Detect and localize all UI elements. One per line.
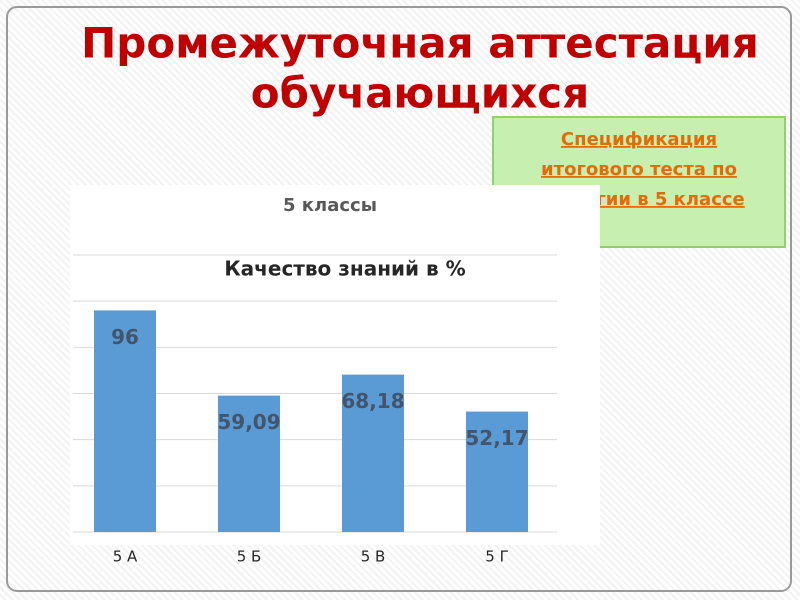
x-tick-label: 5 А	[113, 548, 138, 566]
link-text[interactable]: итогового теста по	[541, 159, 737, 180]
chart-title: 5 классы	[283, 195, 377, 216]
data-label: 59,09	[217, 410, 280, 434]
x-tick-label: 5 Б	[237, 548, 262, 566]
bar	[342, 374, 404, 532]
link-text[interactable]: Спецификация	[561, 129, 717, 150]
data-label: 68,18	[341, 389, 404, 413]
bar	[218, 395, 280, 532]
slide-title: Промежуточная аттестация	[81, 19, 759, 68]
slide-frame	[6, 6, 792, 592]
bar	[94, 310, 156, 532]
x-tick-label: 5 В	[361, 548, 386, 566]
data-label: 96	[111, 325, 139, 349]
slide-title: обучающихся	[251, 69, 589, 118]
chart-subtitle: Качество знаний в %	[224, 257, 465, 281]
data-label: 52,17	[465, 426, 528, 450]
x-tick-label: 5 Г	[485, 548, 508, 566]
bar	[466, 411, 528, 532]
